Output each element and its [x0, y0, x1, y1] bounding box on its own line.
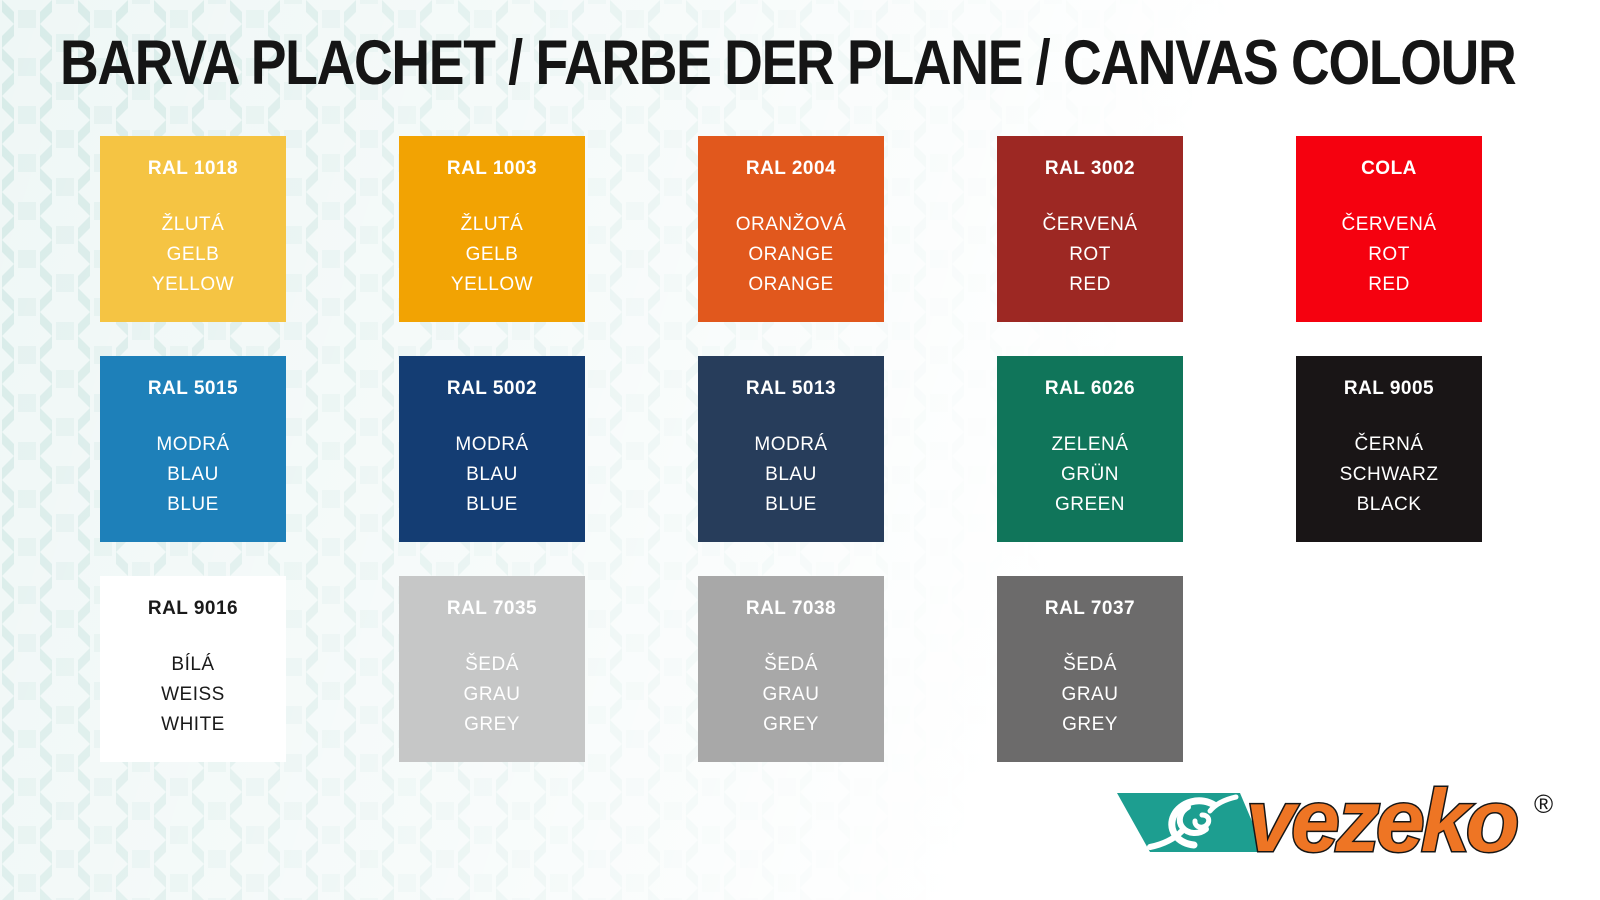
color-name-cs: ŠEDÁ	[465, 654, 519, 675]
color-names: ORANŽOVÁ ORANGE ORANGE	[698, 210, 884, 300]
ral-code: RAL 7037	[1044, 598, 1136, 619]
color-name-cs: ČERNÁ	[1354, 434, 1424, 455]
color-swatch-ral-7037: RAL 7037 ŠEDÁ GRAU GREY	[997, 576, 1183, 762]
color-name-en: BLUE	[167, 494, 219, 515]
color-name-de: GRÜN	[1061, 464, 1119, 485]
color-swatch-ral-5015: RAL 5015 MODRÁ BLAU BLUE	[100, 356, 286, 542]
color-swatch-ral-2004: RAL 2004 ORANŽOVÁ ORANGE ORANGE	[698, 136, 884, 322]
color-name-de: BLAU	[466, 464, 518, 485]
color-name-cs: ČERVENÁ	[1341, 214, 1437, 235]
color-name-en: YELLOW	[151, 274, 235, 295]
color-name-en: RED	[1368, 274, 1410, 295]
color-names: ČERNÁ SCHWARZ BLACK	[1296, 430, 1482, 520]
color-swatch-ral-1003: RAL 1003 ŽLUTÁ GELB YELLOW	[399, 136, 585, 322]
color-swatch-ral-1018: RAL 1018 ŽLUTÁ GELB YELLOW	[100, 136, 286, 322]
color-names: ŽLUTÁ GELB YELLOW	[399, 210, 585, 300]
color-name-de: GELB	[465, 244, 519, 265]
color-name-en: YELLOW	[450, 274, 534, 295]
color-names: ZELENÁ GRÜN GREEN	[997, 430, 1183, 520]
color-name-cs: MODRÁ	[156, 434, 230, 455]
color-name-cs: ČERVENÁ	[1042, 214, 1138, 235]
page-title: BARVA PLACHET / FARBE DER PLANE / CANVAS…	[60, 28, 1517, 98]
ral-code: RAL 1003	[446, 158, 538, 179]
ral-code: RAL 6026	[1044, 378, 1136, 399]
color-names: ŠEDÁ GRAU GREY	[399, 650, 585, 740]
color-names: ČERVENÁ ROT RED	[997, 210, 1183, 300]
color-names: ŠEDÁ GRAU GREY	[698, 650, 884, 740]
color-name-en: GREEN	[1054, 494, 1126, 515]
color-swatch-ral-6026: RAL 6026 ZELENÁ GRÜN GREEN	[997, 356, 1183, 542]
color-swatch-ral-7035: RAL 7035 ŠEDÁ GRAU GREY	[399, 576, 585, 762]
color-name-de: GRAU	[1061, 684, 1119, 705]
color-name-de: ROT	[1368, 244, 1410, 265]
color-name-de: ORANGE	[748, 244, 834, 265]
color-name-cs: MODRÁ	[455, 434, 529, 455]
color-name-en: GREY	[763, 714, 819, 735]
color-swatch-ral-5013: RAL 5013 MODRÁ BLAU BLUE	[698, 356, 884, 542]
color-names: ŠEDÁ GRAU GREY	[997, 650, 1183, 740]
ral-code: RAL 1018	[147, 158, 239, 179]
color-name-cs: ZELENÁ	[1051, 434, 1129, 455]
color-swatch-ral-9016: RAL 9016 BÍLÁ WEISS WHITE	[100, 576, 286, 762]
color-name-de: GELB	[166, 244, 220, 265]
color-name-en: BLACK	[1356, 494, 1422, 515]
color-name-cs: MODRÁ	[754, 434, 828, 455]
color-name-en: GREY	[464, 714, 520, 735]
color-names: ČERVENÁ ROT RED	[1296, 210, 1482, 300]
ral-code: RAL 5015	[147, 378, 239, 399]
color-name-de: GRAU	[762, 684, 820, 705]
brand-text: vezeko	[1246, 785, 1517, 865]
ral-code: RAL 3002	[1044, 158, 1136, 179]
ral-code: RAL 7038	[745, 598, 837, 619]
color-name-en: BLUE	[466, 494, 518, 515]
ral-code: RAL 5002	[446, 378, 538, 399]
ral-code: RAL 2004	[745, 158, 837, 179]
ral-code: COLA	[1361, 158, 1417, 179]
vezeko-logo: vezeko ®	[1117, 785, 1553, 865]
logo-rose-icon	[1147, 794, 1239, 850]
color-name-cs: ŽLUTÁ	[161, 214, 225, 235]
color-name-en: BLUE	[765, 494, 817, 515]
color-name-cs: ŠEDÁ	[1063, 654, 1117, 675]
color-name-de: GRAU	[463, 684, 521, 705]
color-name-en: WHITE	[161, 714, 225, 735]
ral-code: RAL 7035	[446, 598, 538, 619]
color-name-de: BLAU	[167, 464, 219, 485]
color-names: MODRÁ BLAU BLUE	[399, 430, 585, 520]
color-names: BÍLÁ WEISS WHITE	[100, 650, 286, 740]
color-name-en: RED	[1069, 274, 1111, 295]
color-name-de: SCHWARZ	[1339, 464, 1439, 485]
color-name-cs: ŠEDÁ	[764, 654, 818, 675]
registered-mark: ®	[1534, 789, 1553, 819]
color-swatch-cola: COLA ČERVENÁ ROT RED	[1296, 136, 1482, 322]
color-name-en: GREY	[1062, 714, 1118, 735]
ral-code: RAL 9016	[147, 598, 239, 619]
color-name-en: ORANGE	[748, 274, 834, 295]
color-names: ŽLUTÁ GELB YELLOW	[100, 210, 286, 300]
color-names: MODRÁ BLAU BLUE	[100, 430, 286, 520]
color-name-de: WEISS	[161, 684, 225, 705]
color-swatch-ral-3002: RAL 3002 ČERVENÁ ROT RED	[997, 136, 1183, 322]
color-name-cs: ORANŽOVÁ	[735, 214, 847, 235]
color-swatch-ral-5002: RAL 5002 MODRÁ BLAU BLUE	[399, 356, 585, 542]
color-swatch-ral-7038: RAL 7038 ŠEDÁ GRAU GREY	[698, 576, 884, 762]
color-name-cs: ŽLUTÁ	[460, 214, 524, 235]
ral-code: RAL 9005	[1343, 378, 1435, 399]
color-name-de: ROT	[1069, 244, 1111, 265]
logo-mark-parallelogram	[1117, 793, 1265, 852]
color-name-cs: BÍLÁ	[171, 654, 215, 675]
color-name-de: BLAU	[765, 464, 817, 485]
ral-code: RAL 5013	[745, 378, 837, 399]
color-names: MODRÁ BLAU BLUE	[698, 430, 884, 520]
color-swatch-ral-9005: RAL 9005 ČERNÁ SCHWARZ BLACK	[1296, 356, 1482, 542]
